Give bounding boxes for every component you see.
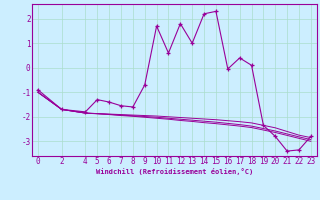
X-axis label: Windchill (Refroidissement éolien,°C): Windchill (Refroidissement éolien,°C): [96, 168, 253, 175]
